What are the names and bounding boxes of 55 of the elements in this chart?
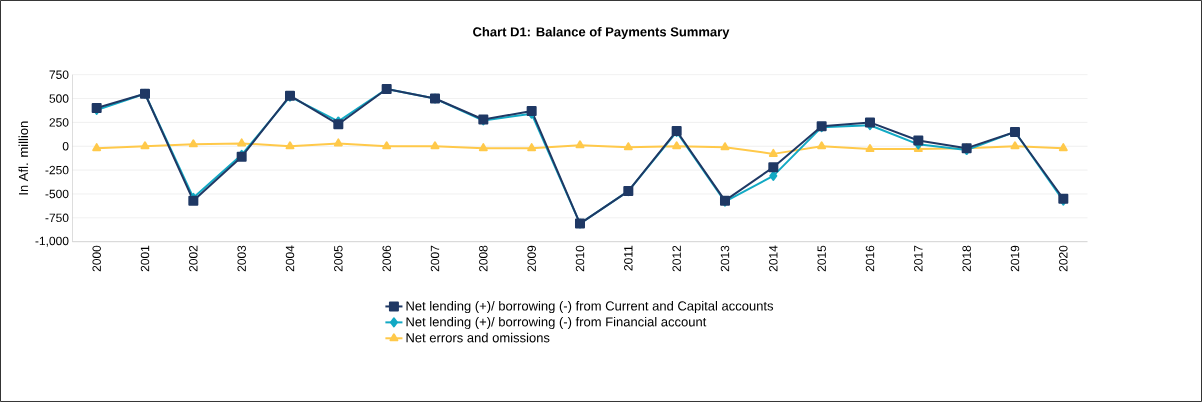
y-tick-label: -250 <box>45 165 69 175</box>
x-tick-label: 2011 <box>624 245 633 271</box>
point <box>382 141 392 150</box>
y-tick-label: -500 <box>45 189 69 199</box>
point <box>478 143 488 152</box>
point <box>333 138 343 147</box>
y-tick-label: 500 <box>49 94 69 103</box>
point <box>1010 141 1020 150</box>
chart-title: Chart D1: Balance of Payments Summary <box>473 26 730 40</box>
y-tick-label: -1,000 <box>35 236 69 247</box>
point <box>623 142 633 151</box>
x-tick-label: 2010 <box>575 245 585 272</box>
legend-label: Net lending (+)/ borrowing (-) from Current and Capital accounts <box>406 300 774 314</box>
y-tick-label: 750 <box>49 70 69 79</box>
point <box>1058 143 1068 152</box>
x-tick-label: 2005 <box>334 245 343 272</box>
x-tick-label: 2000 <box>92 245 101 272</box>
point <box>140 141 150 150</box>
point <box>913 135 924 146</box>
point <box>285 141 295 150</box>
point <box>237 138 247 147</box>
x-tick-label: 2003 <box>237 245 246 272</box>
x-tick-label: 2013 <box>720 245 730 272</box>
x-tick-label: 2012 <box>672 245 681 272</box>
y-axis-title: In Afl. million <box>18 121 29 195</box>
x-tick-label: 2002 <box>189 245 198 272</box>
point <box>768 162 779 173</box>
x-tick-label: 2018 <box>962 245 971 272</box>
y-tick-label: 250 <box>49 118 69 127</box>
x-tick-label: 2019 <box>1010 245 1020 272</box>
point <box>92 143 102 152</box>
x-tick-label: 2016 <box>865 245 875 272</box>
x-tick-label: 2008 <box>479 245 488 272</box>
point <box>527 143 537 152</box>
x-tick-label: 2017 <box>914 245 923 272</box>
x-tick-label: 2009 <box>527 245 536 272</box>
x-tick-label: 2001 <box>140 245 150 272</box>
point <box>817 141 827 150</box>
legend-label: Net errors and omissions <box>406 332 550 343</box>
x-tick-label: 2020 <box>1059 245 1068 272</box>
point <box>768 148 778 157</box>
legend-label: Net lending (+)/ borrowing (-) from Financial account <box>406 316 707 330</box>
x-tick-label: 2007 <box>430 245 440 272</box>
x-tick-label: 2015 <box>817 245 826 272</box>
point <box>188 139 198 148</box>
point <box>430 141 440 150</box>
y-tick-label: 0 <box>62 142 69 151</box>
point <box>575 140 585 149</box>
x-tick-label: 2004 <box>285 245 295 272</box>
x-tick-label: 2006 <box>382 245 391 272</box>
point <box>672 141 682 150</box>
x-tick-label: 2014 <box>769 245 778 272</box>
point <box>720 142 730 151</box>
point <box>865 144 875 153</box>
y-tick-label: -750 <box>45 213 69 223</box>
